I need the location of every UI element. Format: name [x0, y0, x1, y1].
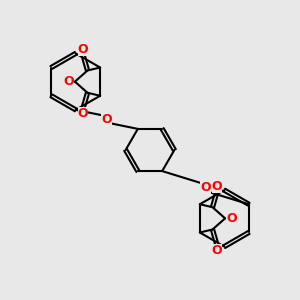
Text: O: O	[101, 113, 112, 126]
Text: O: O	[63, 75, 74, 88]
Text: O: O	[212, 244, 222, 256]
Text: O: O	[78, 107, 88, 120]
Text: O: O	[200, 181, 211, 194]
Text: O: O	[78, 44, 88, 56]
Text: O: O	[226, 212, 237, 225]
Text: O: O	[212, 180, 222, 193]
